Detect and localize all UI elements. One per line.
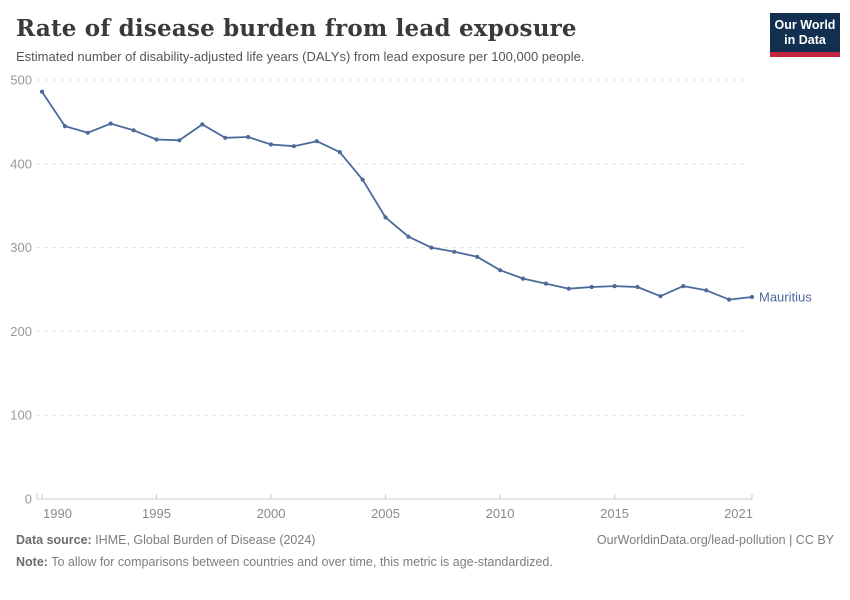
- data-point-2002[interactable]: [314, 139, 319, 144]
- data-point-2017[interactable]: [658, 294, 663, 299]
- data-point-2008[interactable]: [452, 249, 457, 254]
- data-point-1996[interactable]: [177, 138, 182, 143]
- data-point-2015[interactable]: [612, 284, 617, 289]
- note-text: To allow for comparisons between countri…: [47, 555, 553, 569]
- owid-logo[interactable]: Our World in Data: [770, 13, 840, 57]
- series-line-mauritius: [41, 90, 753, 301]
- data-point-2001[interactable]: [291, 144, 296, 149]
- y-axis-tick-label: 300: [10, 240, 32, 255]
- owid-logo-line1: Our World: [774, 18, 836, 32]
- data-point-2009[interactable]: [475, 254, 480, 259]
- owid-logo-text: Our World in Data: [770, 13, 840, 52]
- data-point-1998[interactable]: [223, 135, 228, 140]
- owid-logo-line2: in Data: [784, 33, 826, 47]
- data-point-1994[interactable]: [131, 128, 136, 133]
- footer-row-1: Data source: IHME, Global Burden of Dise…: [16, 532, 834, 548]
- y-axis-tick-label: 400: [10, 156, 32, 171]
- page-title: Rate of disease burden from lead exposur…: [16, 15, 577, 42]
- data-point-1990[interactable]: [39, 89, 45, 94]
- page-subtitle: Estimated number of disability-adjusted …: [16, 49, 585, 64]
- data-point-2004[interactable]: [360, 177, 365, 182]
- x-axis-tick-label: 2000: [257, 506, 286, 521]
- data-point-2000[interactable]: [268, 142, 274, 147]
- data-point-2016[interactable]: [635, 284, 640, 290]
- data-point-2005[interactable]: [383, 215, 388, 220]
- data-point-2020[interactable]: [727, 297, 732, 302]
- data-point-1999[interactable]: [246, 134, 251, 140]
- data-point-1997[interactable]: [200, 122, 205, 127]
- data-point-2021[interactable]: [749, 294, 755, 300]
- x-axis-tick-label: 2005: [371, 506, 400, 521]
- data-point-2018[interactable]: [681, 284, 686, 289]
- chart-svg: 0 100 200 300 400 500 1990 1995 2000 2005 2010 2015…: [10, 73, 812, 522]
- data-point-2010[interactable]: [498, 268, 503, 273]
- chart-footer: Data source: IHME, Global Burden of Dise…: [0, 523, 850, 570]
- x-axis-tick-label: 1995: [142, 506, 171, 521]
- x-axis-tick-label: 2010: [486, 506, 515, 521]
- owid-logo-red-bar: [770, 52, 840, 57]
- data-point-2003[interactable]: [337, 150, 342, 155]
- data-point-2011[interactable]: [520, 276, 526, 281]
- data-point-2012[interactable]: [543, 281, 549, 286]
- data-point-2019[interactable]: [704, 288, 709, 293]
- y-axis-tick-label: 0: [25, 492, 32, 507]
- data-point-1991[interactable]: [62, 124, 67, 129]
- y-axis-tick-label: 500: [10, 73, 32, 88]
- attribution-link[interactable]: OurWorldinData.org/lead-pollution | CC B…: [596, 533, 834, 547]
- data-point-2014[interactable]: [589, 284, 594, 290]
- data-point-2007[interactable]: [429, 245, 434, 250]
- series-end-label-mauritius[interactable]: Mauritius: [759, 290, 812, 305]
- x-axis-tick-label: 2015: [600, 506, 629, 521]
- data-point-1992[interactable]: [85, 130, 90, 135]
- data-point-2006[interactable]: [406, 234, 411, 239]
- header-titles: Rate of disease burden from lead exposur…: [16, 13, 584, 64]
- data-point-2013[interactable]: [566, 286, 571, 291]
- data-source-line: Data source: IHME, Global Burden of Dise…: [16, 532, 315, 548]
- data-point-1995[interactable]: [154, 137, 159, 142]
- data-source-text: IHME, Global Burden of Disease (2024): [91, 533, 316, 547]
- x-axis-tick-label: 2021: [724, 506, 753, 521]
- data-point-1993[interactable]: [108, 121, 113, 126]
- chart-header: Rate of disease burden from lead exposur…: [0, 0, 850, 67]
- data-source-label: Data source:: [16, 533, 92, 547]
- note-line: Note: To allow for comparisons between c…: [16, 554, 834, 570]
- y-axis-tick-label: 100: [10, 408, 32, 423]
- y-axis-tick-label: 200: [10, 324, 32, 339]
- note-label: Note:: [16, 555, 48, 569]
- x-axis-tick-label: 1990: [43, 506, 72, 521]
